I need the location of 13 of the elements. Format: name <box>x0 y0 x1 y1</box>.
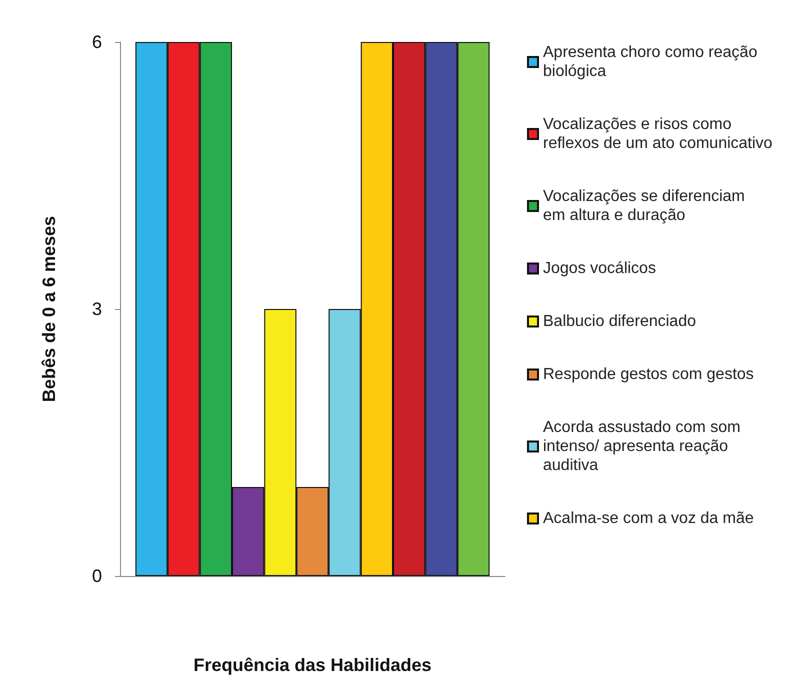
legend-label: Apresenta choro como reação biológica <box>543 44 762 80</box>
y-tick-label: 6 <box>92 32 102 52</box>
x-axis-title: Frequência das Habilidades <box>193 655 432 675</box>
legend-label: Vocalizações se diferenciam em altura e duração <box>543 188 750 224</box>
y-tick-label: 0 <box>92 566 102 586</box>
legend-label: Vocalizações e risos como reflexos de um ato comunicativo <box>543 116 773 152</box>
y-tick-label: 3 <box>92 299 102 319</box>
legend-label: Acorda assustado com som intenso/ apresenta reação auditiva <box>543 419 745 474</box>
legend-label: Responde gestos com gestos <box>543 366 754 383</box>
y-axis-title: Bebês de 0 a 6 meses <box>39 216 59 402</box>
legend-label: Acalma-se com a voz da mãe <box>543 510 754 527</box>
legend-label: Jogos vocálicos <box>543 260 656 277</box>
legend-label: Balbucio diferenciado <box>543 313 696 330</box>
